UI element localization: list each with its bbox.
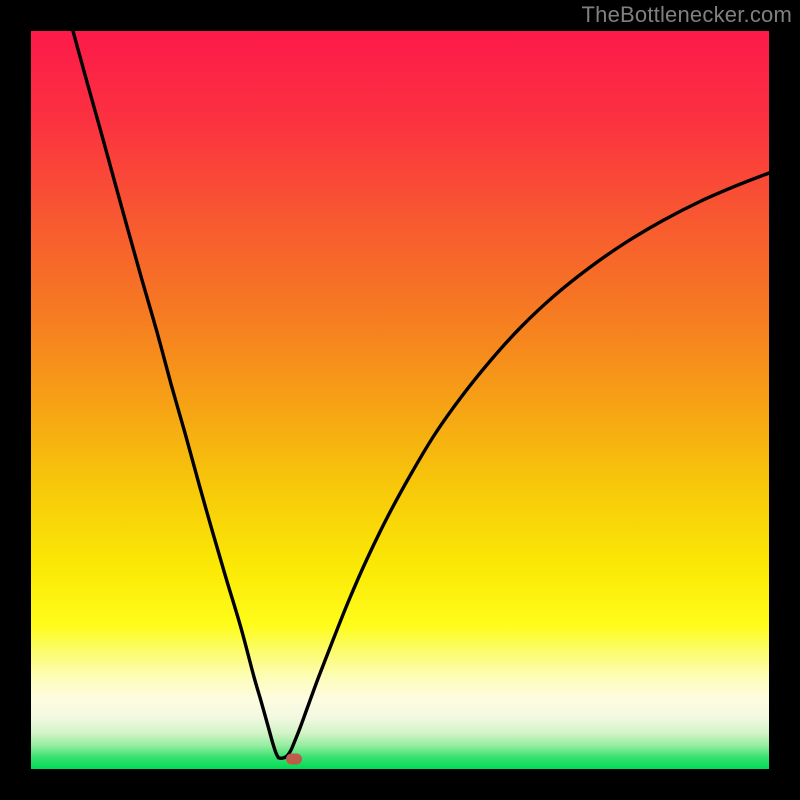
chart-container: TheBottlenecker.com (0, 0, 800, 800)
plot-area (31, 31, 769, 769)
curve-path (73, 31, 769, 758)
optimum-marker (286, 754, 302, 765)
watermark-text: TheBottlenecker.com (582, 2, 792, 28)
bottleneck-curve (31, 31, 769, 769)
